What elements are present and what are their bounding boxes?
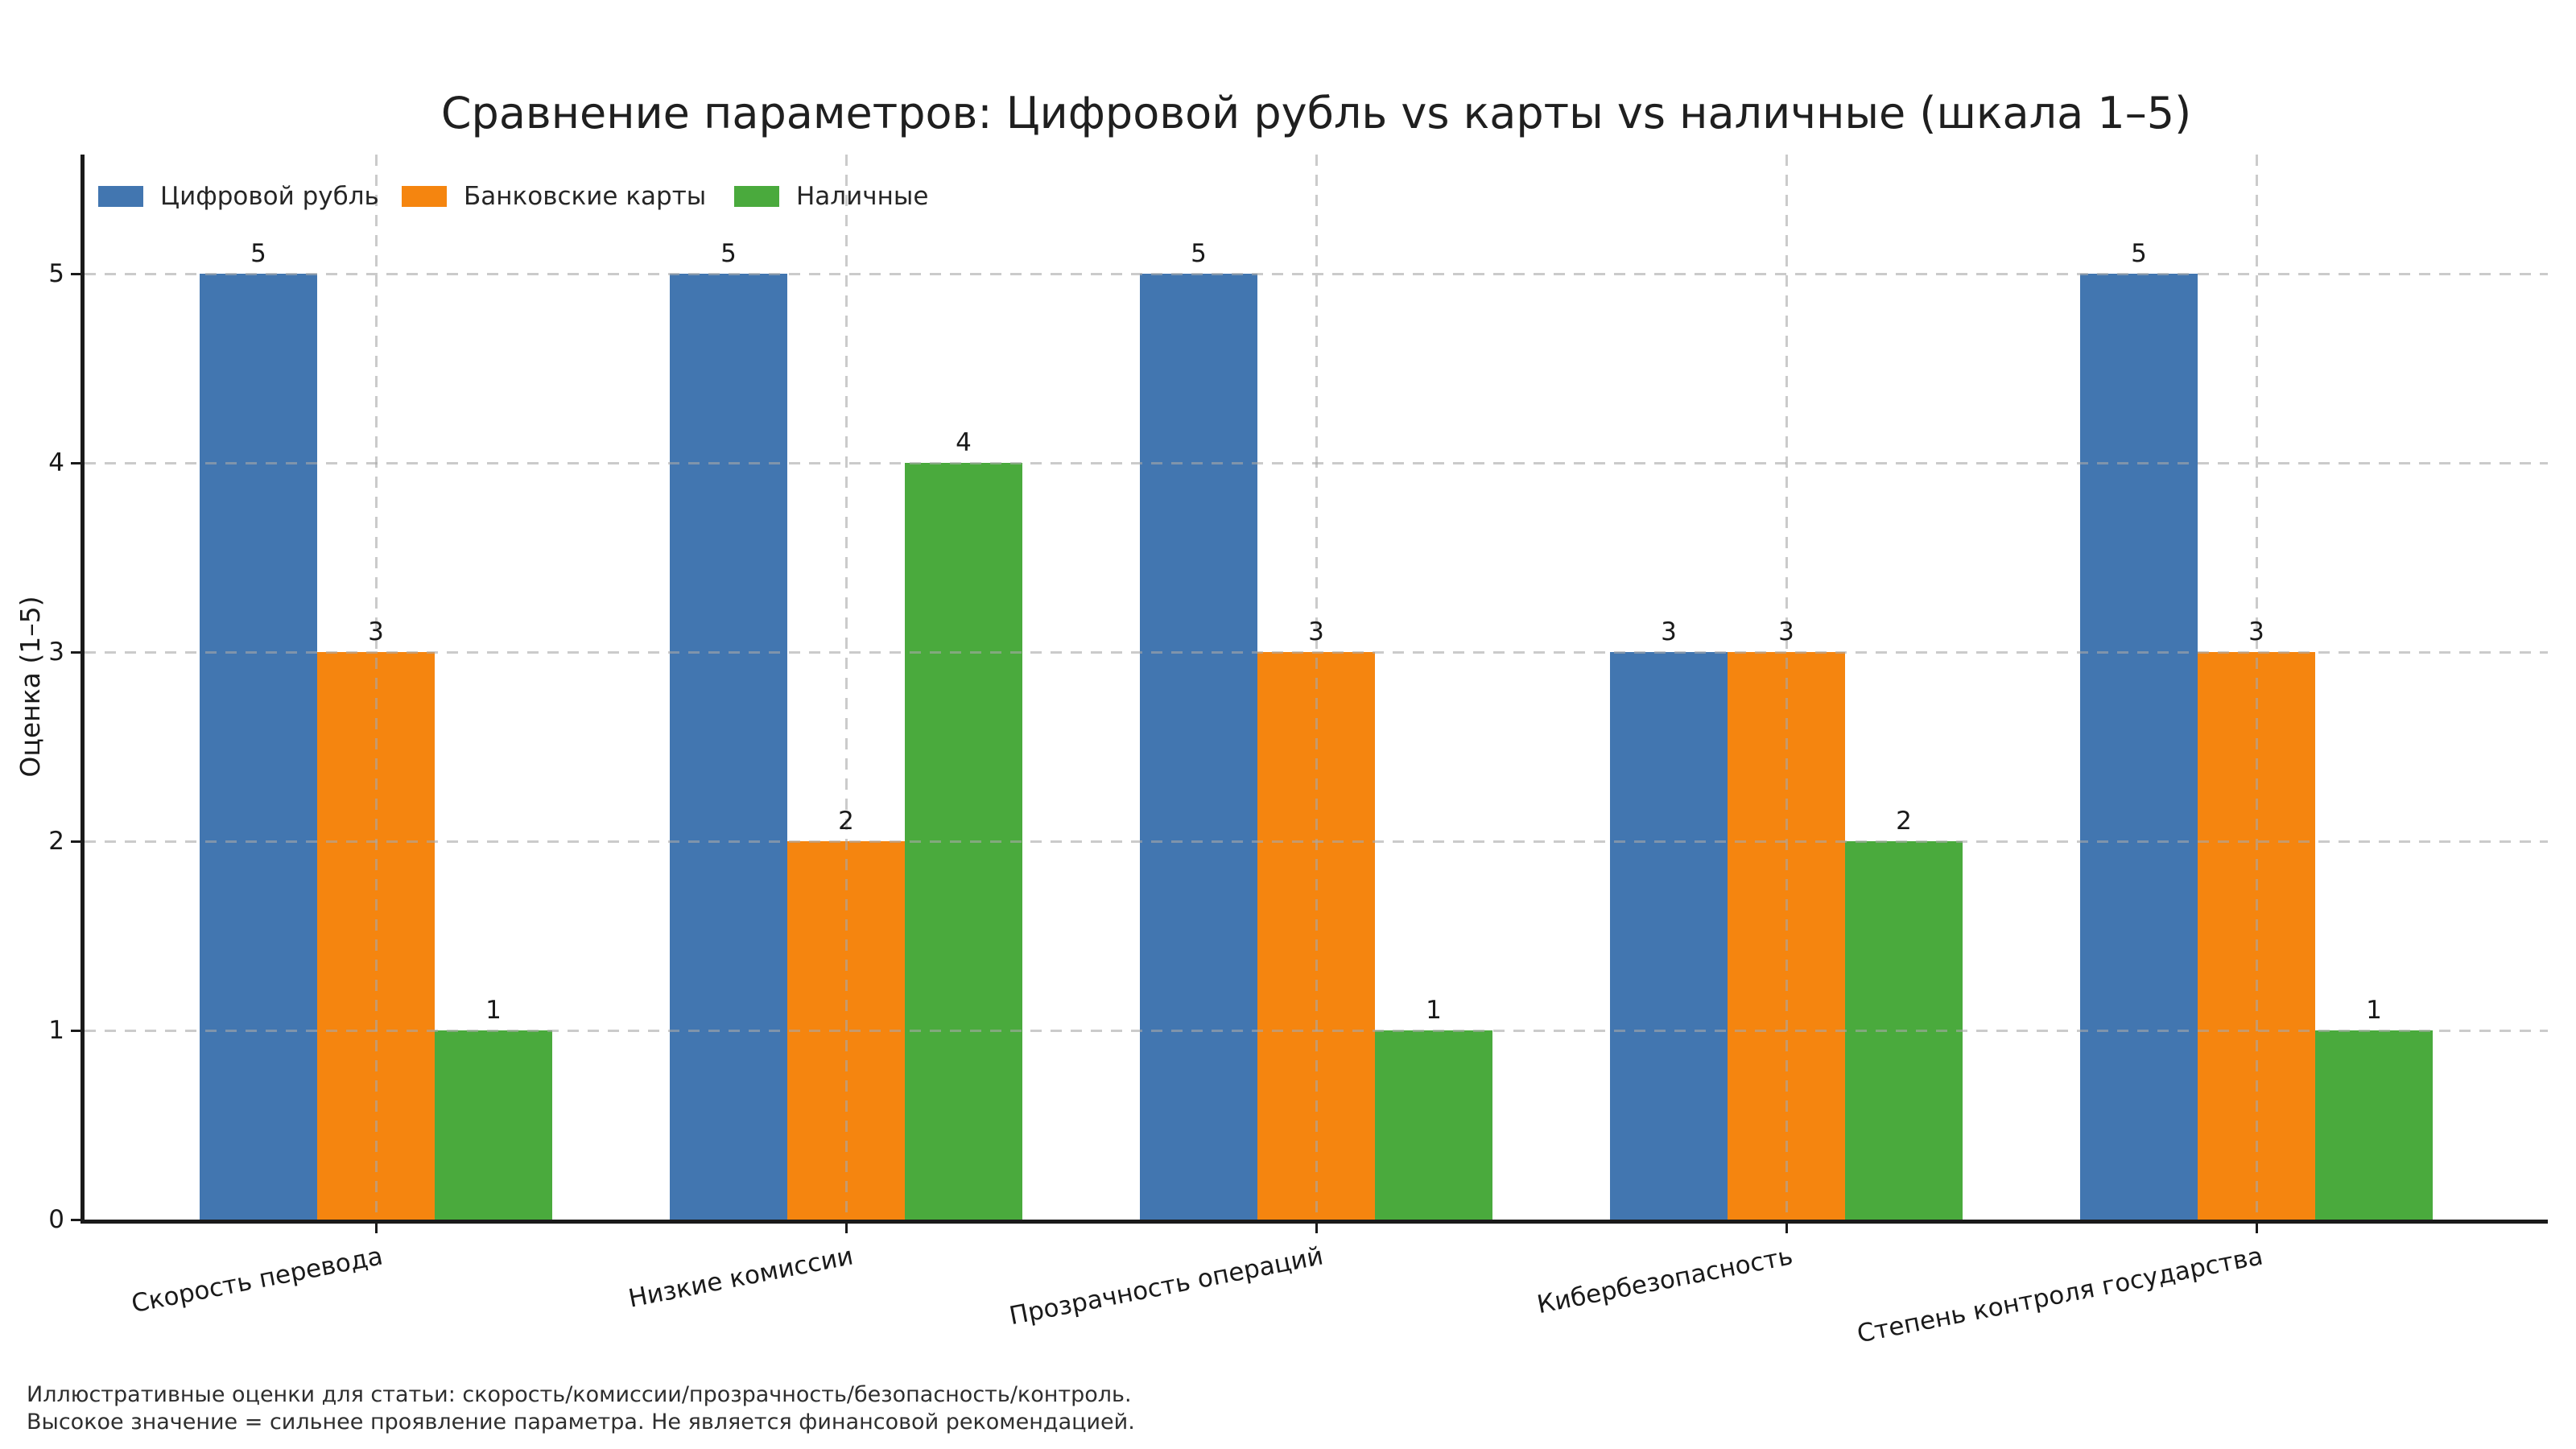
bar-1-4: [1610, 652, 1728, 1220]
x-tick-mark: [374, 1224, 378, 1233]
legend-label-2: Банковские карты: [464, 182, 707, 211]
bar-1-3: [1140, 274, 1257, 1220]
legend-swatch-3: [734, 186, 779, 207]
x-axis-spine: [80, 1220, 2548, 1224]
y-tick-label: 1: [48, 1016, 64, 1045]
bar-value-label: 5: [250, 239, 266, 269]
legend-label-1: Цифровой рубль: [160, 182, 379, 211]
bar-value-label: 4: [956, 428, 972, 458]
bar-3-5: [2315, 1030, 2433, 1220]
bar-3-1: [435, 1030, 552, 1220]
bar-value-label: 2: [838, 807, 854, 836]
y-tick-label: 3: [48, 638, 64, 667]
y-tick-label: 0: [48, 1205, 64, 1234]
legend-label-3: Наличные: [796, 182, 929, 211]
gridline-vertical: [374, 155, 378, 1220]
gridline-vertical: [2255, 155, 2258, 1220]
bar-value-label: 5: [720, 239, 737, 269]
chart-title: Сравнение параметров: Цифровой рубль vs …: [440, 88, 2192, 138]
bar-1-1: [200, 274, 317, 1220]
bar-value-label: 5: [1191, 239, 1207, 269]
y-tick-mark: [71, 1029, 80, 1032]
bar-value-label: 1: [1426, 996, 1442, 1025]
x-tick-mark: [844, 1224, 848, 1233]
bar-value-label: 3: [1308, 617, 1324, 647]
bar-3-3: [1375, 1030, 1492, 1220]
footnote-line-2: Высокое значение = сильнее проявление па…: [27, 1410, 1135, 1435]
bar-value-label: 3: [1661, 617, 1677, 647]
legend-swatch-1: [98, 186, 143, 207]
y-tick-mark: [71, 1218, 80, 1221]
x-tick-mark: [1315, 1224, 1318, 1233]
y-tick-mark: [71, 650, 80, 654]
y-tick-label: 2: [48, 827, 64, 857]
footnote-line-1: Иллюстративные оценки для статьи: скорос…: [27, 1382, 1132, 1407]
x-tick-mark: [1785, 1224, 1788, 1233]
bar-1-2: [670, 274, 787, 1220]
bar-value-label: 5: [2131, 239, 2147, 269]
bar-value-label: 2: [1896, 807, 1912, 836]
y-tick-mark: [71, 840, 80, 843]
gridline-vertical: [1315, 155, 1318, 1220]
y-tick-label: 4: [48, 448, 64, 478]
bar-value-label: 1: [485, 996, 502, 1025]
y-tick-mark: [71, 272, 80, 275]
bar-value-label: 3: [2248, 617, 2264, 647]
bar-value-label: 3: [368, 617, 384, 647]
gridline-vertical: [1785, 155, 1788, 1220]
y-tick-mark: [71, 461, 80, 464]
y-axis-spine: [80, 155, 85, 1224]
bar-1-5: [2080, 274, 2198, 1220]
legend-swatch-2: [402, 186, 447, 207]
bar-value-label: 3: [1778, 617, 1794, 647]
y-tick-label: 5: [48, 259, 64, 289]
bar-value-label: 1: [2366, 996, 2382, 1025]
gridline-vertical: [844, 155, 848, 1220]
x-tick-mark: [2255, 1224, 2258, 1233]
